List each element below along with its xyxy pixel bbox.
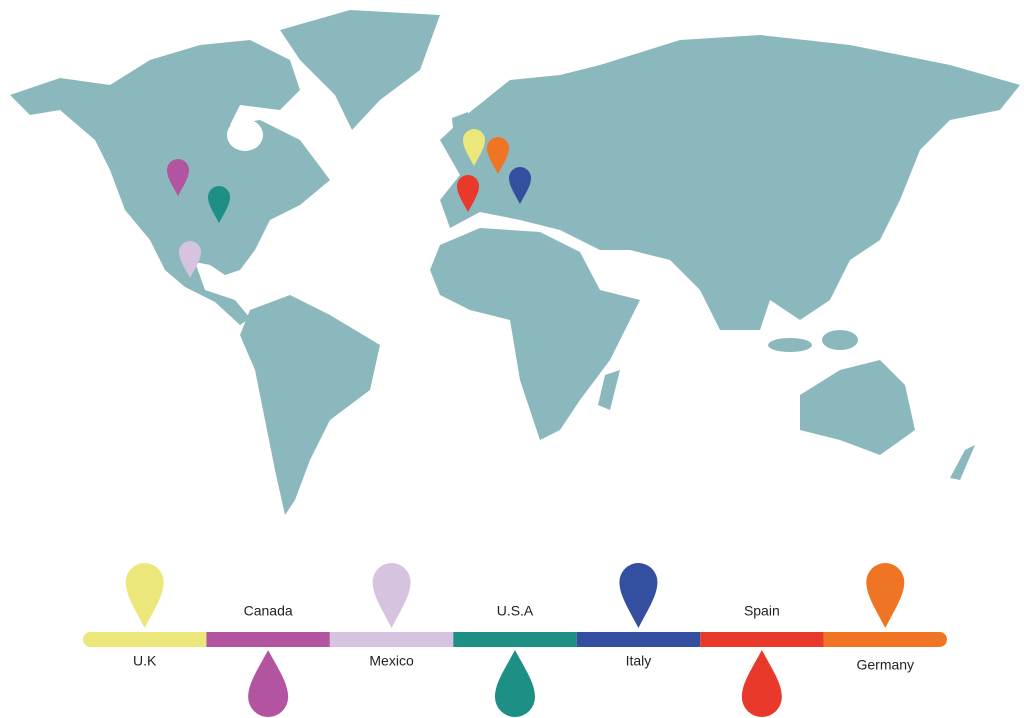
timeline-pin: [495, 650, 535, 717]
hudson-bay: [227, 119, 263, 151]
country-label: Spain: [744, 603, 780, 619]
timeline-segment: [206, 632, 330, 647]
country-label: Germany: [856, 657, 914, 673]
timeline-segment: [576, 632, 701, 647]
timeline-pin: [866, 563, 905, 628]
country-label: Mexico: [369, 653, 414, 669]
eurasia: [440, 35, 1020, 330]
country-label: Italy: [626, 653, 652, 669]
africa: [430, 228, 640, 440]
south-america: [240, 295, 380, 515]
map-pin: [487, 137, 509, 174]
map-pin: [457, 175, 479, 212]
country-label: U.S.A: [497, 603, 534, 619]
indonesia: [768, 338, 812, 352]
timeline-segment: [823, 632, 937, 647]
timeline-pin: [619, 563, 658, 628]
timeline-segment: [329, 632, 454, 647]
australia: [800, 360, 915, 455]
timeline-segment: [93, 632, 207, 647]
world-map: [10, 10, 1020, 515]
country-label: Canada: [244, 603, 293, 619]
timeline-pin: [125, 563, 164, 628]
timeline-segment: [453, 632, 577, 647]
greenland: [280, 10, 440, 130]
country-label: U.K: [133, 653, 157, 669]
timeline-segment: [700, 632, 824, 647]
timeline-pin: [248, 650, 289, 717]
japan: [850, 160, 882, 226]
map-pin: [179, 241, 201, 278]
map-pin: [463, 129, 485, 166]
map-pin: [208, 186, 230, 223]
madagascar: [598, 370, 620, 410]
map-pin: [509, 167, 531, 204]
borneo-guinea: [822, 330, 858, 350]
north-america: [10, 40, 330, 325]
timeline-pin: [372, 563, 411, 628]
timeline: U.K Canada Mexico U.S.A Italy Spain Germany: [83, 563, 947, 717]
timeline-pin: [741, 650, 782, 717]
map-pin: [167, 159, 189, 196]
new-zealand: [950, 445, 975, 480]
